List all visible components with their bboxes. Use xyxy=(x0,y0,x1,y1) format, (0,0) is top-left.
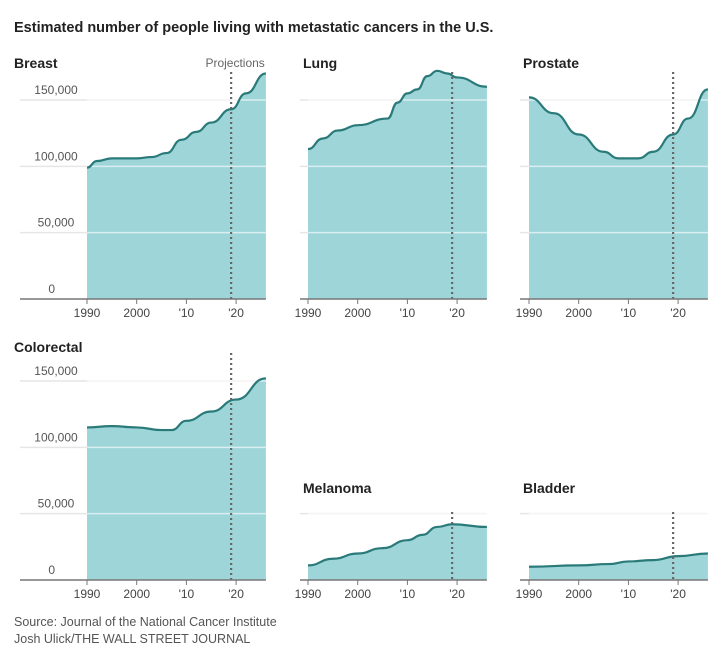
x-tick-label: 1990 xyxy=(74,587,101,601)
x-tick-label: 2000 xyxy=(344,306,371,320)
x-tick-label: 1990 xyxy=(74,306,101,320)
y-tick-label: 50,000 xyxy=(38,216,75,230)
x-tick-label: '10 xyxy=(179,306,195,320)
x-tick-label: 2000 xyxy=(123,587,150,601)
x-tick-label: 1990 xyxy=(516,306,543,320)
x-tick-label: 1990 xyxy=(516,587,543,601)
series-line xyxy=(86,377,267,432)
series-line xyxy=(307,69,487,151)
series-line xyxy=(528,88,709,160)
panel-title: Lung xyxy=(303,55,337,71)
panel-breast: Breast Projections 0 50,000 100,000 150,000 19… xyxy=(14,55,267,320)
series-line xyxy=(307,523,487,567)
panel-title: Prostate xyxy=(523,55,579,71)
source-note: Source: Journal of the National Cancer I… xyxy=(14,615,277,629)
y-tick-label: 50,000 xyxy=(38,497,75,511)
panel-title: Colorectal xyxy=(14,339,82,355)
area-fill xyxy=(308,70,487,300)
panel-prostate: Prostate 1990 2000 '10 '20 xyxy=(516,55,709,320)
panel-title: Melanoma xyxy=(303,480,372,496)
y-tick-label: 100,000 xyxy=(34,149,78,163)
x-tick-label: 2000 xyxy=(565,587,592,601)
projection-label: Projections xyxy=(205,56,264,70)
y-tick-label: 150,000 xyxy=(34,83,78,97)
x-tick-label: 2000 xyxy=(565,306,592,320)
series-line xyxy=(528,552,708,568)
panel-lung: Lung 1990 2000 '10 '20 xyxy=(295,55,487,320)
x-tick-label: '10 xyxy=(621,306,637,320)
panel-bladder: Bladder 1990 2000 '10 '20 xyxy=(516,480,708,601)
x-tick-label: '10 xyxy=(179,587,195,601)
panel-melanoma: Melanoma 1990 2000 '10 '20 xyxy=(295,480,487,601)
x-tick-label: 2000 xyxy=(344,587,371,601)
x-tick-label: 2000 xyxy=(123,306,150,320)
x-tick-label: '20 xyxy=(670,306,686,320)
y-tick-label: 0 xyxy=(48,563,55,577)
x-tick-label: '20 xyxy=(670,587,686,601)
panel-title: Bladder xyxy=(523,480,576,496)
x-tick-label: 1990 xyxy=(295,587,322,601)
x-tick-label: '10 xyxy=(400,306,416,320)
area-fill xyxy=(529,553,708,580)
x-tick-label: '20 xyxy=(228,587,244,601)
area-fill xyxy=(87,378,266,580)
y-tick-label: 100,000 xyxy=(34,430,78,444)
area-fill xyxy=(87,73,266,299)
x-tick-label: '20 xyxy=(228,306,244,320)
panel-title: Breast xyxy=(14,55,58,71)
x-tick-label: 1990 xyxy=(295,306,322,320)
chart-title: Estimated number of people living with m… xyxy=(14,20,494,36)
y-tick-label: 150,000 xyxy=(34,364,78,378)
area-fill xyxy=(529,89,708,300)
area-fill xyxy=(308,524,487,580)
y-tick-label: 0 xyxy=(48,282,55,296)
credit-note: Josh Ulick/THE WALL STREET JOURNAL xyxy=(14,632,251,646)
series-line xyxy=(86,72,267,169)
x-tick-label: '10 xyxy=(400,587,416,601)
panel-colorectal: Colorectal 0 50,000 100,000 150,000 1990 2000 '… xyxy=(14,339,267,601)
x-tick-label: '20 xyxy=(449,306,465,320)
x-tick-label: '20 xyxy=(449,587,465,601)
x-tick-label: '10 xyxy=(621,587,637,601)
